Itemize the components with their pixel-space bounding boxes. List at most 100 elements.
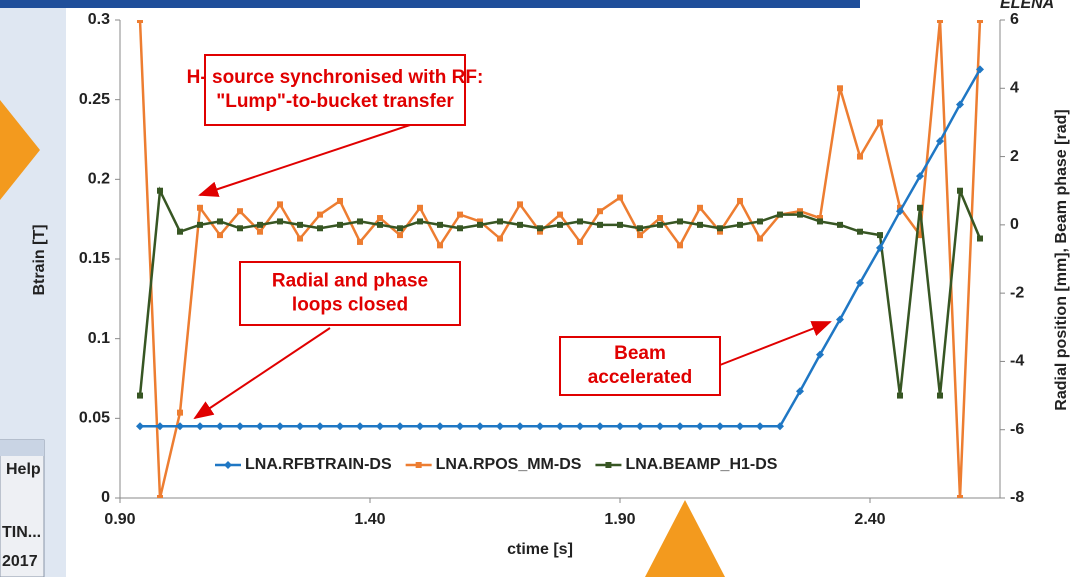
- menu-item[interactable]: Help: [6, 461, 41, 478]
- marker: [276, 422, 284, 431]
- marker: [397, 225, 403, 232]
- y2-tick-label: 4: [1010, 80, 1019, 97]
- marker: [157, 495, 163, 498]
- marker: [716, 422, 724, 431]
- marker: [477, 221, 483, 228]
- annotation-text: accelerated: [588, 367, 693, 388]
- marker: [817, 218, 823, 225]
- marker: [696, 422, 704, 431]
- marker: [377, 215, 383, 222]
- marker: [596, 422, 604, 431]
- marker: [957, 495, 963, 498]
- y2-tick-label: 6: [1010, 11, 1019, 28]
- marker: [636, 422, 644, 431]
- marker: [656, 422, 664, 431]
- marker: [157, 187, 163, 194]
- marker: [557, 211, 563, 218]
- marker: [676, 422, 684, 431]
- marker: [697, 204, 703, 211]
- marker: [957, 187, 963, 194]
- marker: [616, 422, 624, 431]
- marker: [837, 221, 843, 228]
- marker: [456, 422, 464, 431]
- y2-axis-title: Radial position [mm], Beam phase [rad]: [1053, 109, 1070, 410]
- marker: [277, 201, 283, 208]
- annotation-arrow: [198, 124, 411, 197]
- legend-label: LNA.RFBTRAIN-DS: [245, 456, 392, 473]
- marker: [876, 243, 884, 252]
- marker: [537, 225, 543, 232]
- marker: [376, 422, 384, 431]
- marker: [757, 235, 763, 242]
- marker: [237, 225, 243, 232]
- marker: [637, 225, 643, 232]
- marker: [877, 119, 883, 126]
- marker: [196, 422, 204, 431]
- marker: [797, 211, 803, 218]
- marker: [197, 204, 203, 211]
- marker: [617, 194, 623, 201]
- logo: ELENA: [1000, 0, 1054, 12]
- marker: [857, 228, 863, 235]
- marker: [617, 221, 623, 228]
- annotation-text: "Lump"-to-bucket transfer: [216, 91, 454, 112]
- y-tick-label: 0.2: [88, 171, 110, 188]
- window-text: 2017: [2, 553, 38, 570]
- marker: [637, 232, 643, 239]
- triangle-decoration: [645, 500, 725, 577]
- marker: [717, 225, 723, 232]
- marker: [457, 211, 463, 218]
- y-tick-label: 0.25: [79, 91, 110, 108]
- annotation-arrow: [193, 327, 331, 420]
- marker: [497, 235, 503, 242]
- marker: [936, 137, 944, 146]
- y-tick-label: 0.3: [88, 11, 110, 28]
- y2-tick-label: 2: [1010, 148, 1019, 165]
- marker: [937, 20, 943, 23]
- window-text: TIN...: [2, 524, 41, 541]
- marker: [797, 208, 803, 215]
- marker: [136, 422, 144, 431]
- annotation-arrow: [719, 321, 832, 366]
- marker: [417, 204, 423, 211]
- arrow-decoration: [0, 100, 40, 200]
- marker: [837, 85, 843, 92]
- marker: [296, 422, 304, 431]
- marker: [457, 225, 463, 232]
- marker: [317, 211, 323, 218]
- marker: [177, 228, 183, 235]
- marker: [917, 204, 923, 211]
- y2-tick-label: -2: [1010, 284, 1024, 301]
- marker: [396, 422, 404, 431]
- marker: [896, 207, 904, 216]
- marker: [256, 422, 264, 431]
- legend-marker: [224, 461, 232, 469]
- marker: [177, 409, 183, 416]
- marker: [977, 235, 983, 242]
- marker: [916, 172, 924, 181]
- marker: [597, 221, 603, 228]
- annotation-text: loops closed: [292, 295, 408, 316]
- y2-tick-label: -4: [1010, 353, 1024, 370]
- marker: [357, 218, 363, 225]
- marker: [297, 235, 303, 242]
- marker: [337, 221, 343, 228]
- y2-tick-label: -6: [1010, 421, 1024, 438]
- x-tick-label: 0.90: [104, 511, 135, 528]
- marker: [417, 218, 423, 225]
- marker: [437, 221, 443, 228]
- marker: [557, 221, 563, 228]
- marker: [397, 232, 403, 239]
- marker: [356, 422, 364, 431]
- marker: [856, 278, 864, 287]
- marker: [677, 218, 683, 225]
- marker: [917, 232, 923, 239]
- marker: [336, 422, 344, 431]
- x-tick-label: 1.40: [354, 511, 385, 528]
- marker: [576, 422, 584, 431]
- marker: [537, 228, 543, 235]
- annotation-box: [204, 54, 466, 126]
- marker: [976, 65, 984, 74]
- header-band: [0, 0, 860, 8]
